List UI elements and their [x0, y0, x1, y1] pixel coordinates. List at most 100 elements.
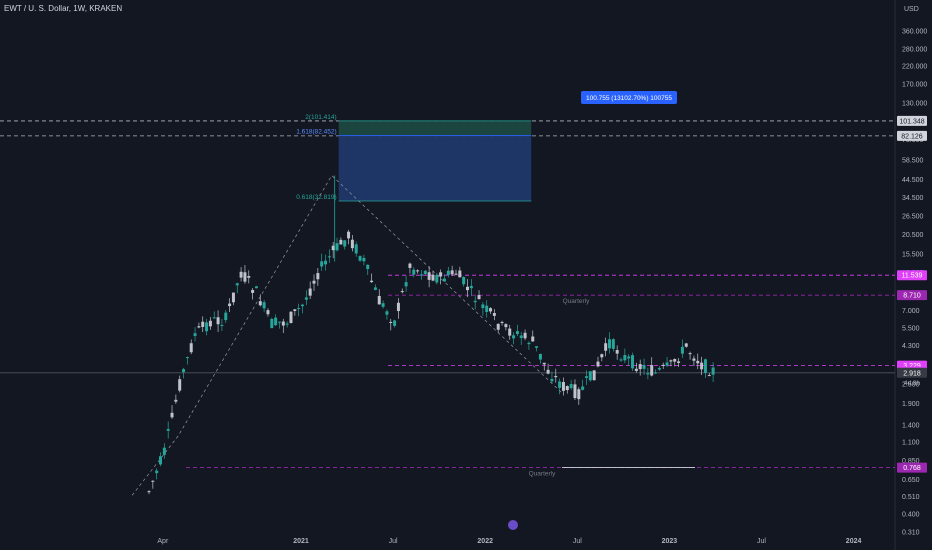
candle-body [427, 272, 431, 280]
candle-body [258, 301, 262, 306]
fib-zone-lower [338, 135, 532, 201]
candle-body [492, 313, 496, 316]
candle-body [274, 317, 278, 326]
candle-body [178, 379, 182, 391]
candle-body [527, 342, 531, 345]
fib-zone-upper [338, 120, 532, 136]
candle-body [389, 321, 393, 323]
price-tag: 101.348 [899, 118, 924, 125]
candle-body [304, 297, 308, 300]
price-tag-bg [897, 115, 927, 126]
candle-body [174, 399, 178, 402]
candle-body [412, 269, 416, 275]
candle-body [588, 371, 592, 381]
measure-label: 100.755 (13102.70%) 100755 [586, 95, 672, 102]
candle-body [308, 288, 312, 296]
candle-body [327, 256, 331, 258]
event-badge-icon [508, 520, 518, 530]
candle-body [370, 280, 374, 283]
candle-body [385, 311, 389, 315]
candle-body [615, 350, 619, 354]
candle-body [711, 367, 715, 375]
y-tick-label: 360.000 [902, 28, 927, 35]
candle-body [435, 274, 439, 283]
x-tick-label: Jul [757, 538, 766, 545]
candle-body [631, 355, 635, 369]
candle-body [254, 286, 258, 289]
candle-body [542, 362, 546, 365]
price-tag-bg [897, 130, 927, 141]
candle-body [692, 358, 696, 361]
candle-body [423, 270, 427, 274]
candle-body [266, 310, 270, 315]
candle-body [442, 278, 446, 282]
y-tick-label: 0.510 [902, 494, 920, 501]
candle-body [431, 274, 435, 281]
x-tick-label: 2024 [846, 538, 862, 545]
candle-body [170, 412, 174, 418]
candle-body [155, 470, 159, 474]
candle-body [650, 365, 654, 376]
candle-body [324, 260, 328, 265]
candle-body [619, 359, 623, 361]
candle-body [477, 295, 481, 300]
candle-body [235, 283, 239, 286]
candle-body [182, 369, 186, 373]
candle-body [569, 384, 573, 389]
candle-body [185, 357, 189, 359]
y-tick-label: 20.500 [902, 232, 924, 239]
candle-body [680, 346, 684, 354]
candle-body [596, 361, 600, 367]
candle-body [515, 331, 519, 335]
y-tick-label: 15.500 [902, 252, 924, 259]
candle-body [220, 324, 224, 326]
y-tick-label: 1.900 [902, 401, 920, 408]
candle-body [485, 305, 489, 313]
candle-body [700, 362, 704, 370]
price-tag-bg [897, 270, 927, 281]
price-tag: 82.126 [901, 133, 923, 140]
candle-body [247, 275, 251, 278]
candle-body [642, 365, 646, 369]
candle-body [362, 257, 366, 262]
x-tick-label: Apr [157, 538, 169, 545]
candle-body [565, 386, 569, 391]
y-tick-label: 44.500 [902, 177, 924, 184]
candle-body [439, 272, 443, 277]
candle-body [377, 295, 381, 305]
candle-body [469, 285, 473, 289]
candle-body [301, 304, 304, 307]
candle-body [512, 335, 516, 339]
candle-body [331, 245, 335, 251]
candle-body [646, 373, 650, 375]
candle-body [535, 346, 539, 348]
candle-body [446, 270, 450, 275]
candle-body [251, 289, 255, 293]
zigzag-overlay [131, 174, 563, 496]
candle-body [404, 282, 408, 287]
candle-body [408, 263, 412, 268]
x-tick-label: Jul [573, 538, 582, 545]
candle-body [546, 369, 550, 374]
candle-body [581, 386, 585, 390]
candle-body [293, 309, 297, 311]
candle-body [519, 335, 523, 339]
candle-body [573, 384, 577, 399]
candle-body [523, 332, 527, 339]
candle-body [312, 280, 316, 284]
chart-title: EWT / U. S. Dollar, 1W, KRAKEN [4, 4, 123, 13]
y-tick-label: 1.400 [902, 422, 920, 429]
candle-body [277, 321, 281, 323]
candle-body [231, 292, 235, 303]
price-tag-bg [897, 462, 927, 473]
candle-body [584, 376, 588, 378]
candle-body [358, 256, 362, 261]
x-tick-label: 2021 [293, 538, 309, 545]
candle-body [419, 274, 423, 276]
x-tick-label: Jul [389, 538, 398, 545]
candle-body [531, 336, 535, 342]
candle-body [347, 231, 351, 239]
candle-body [538, 353, 542, 360]
candle-body [550, 378, 554, 382]
